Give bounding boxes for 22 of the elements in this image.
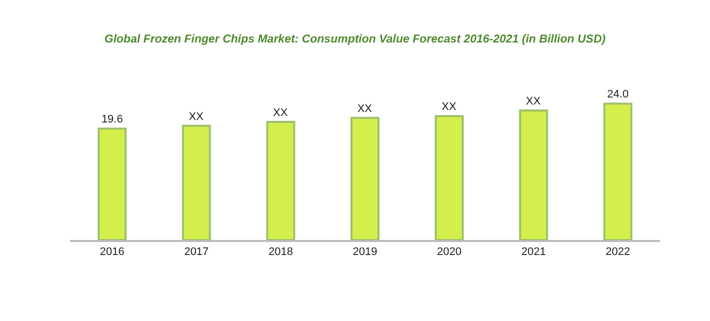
x-tick-label: 2017	[184, 246, 209, 258]
data-label: XX	[273, 106, 288, 119]
x-tick-label: 2019	[352, 246, 378, 258]
data-label: XX	[357, 102, 373, 115]
data-label: XX	[526, 95, 542, 108]
bar	[98, 128, 127, 240]
x-tick-label: 2016	[100, 246, 124, 258]
x-tick-label: 2021	[521, 246, 546, 258]
x-tick-label: 2018	[268, 246, 293, 258]
bar	[519, 109, 548, 240]
data-label: 19.6	[101, 114, 123, 126]
data-label: 24.0	[607, 88, 629, 101]
x-tick-label: 2020	[437, 246, 462, 258]
x-tick-label: 2022	[606, 246, 630, 258]
bar	[434, 115, 464, 240]
bar	[350, 116, 380, 240]
data-label: XX	[442, 101, 457, 114]
bar	[182, 124, 211, 240]
chart-title: Global Frozen Finger Chips Market: Consumption Value Forecast 2016-2021 (in Billion USD)	[104, 34, 606, 46]
bar	[603, 102, 632, 240]
bar	[266, 120, 296, 240]
data-label: XX	[188, 110, 204, 123]
